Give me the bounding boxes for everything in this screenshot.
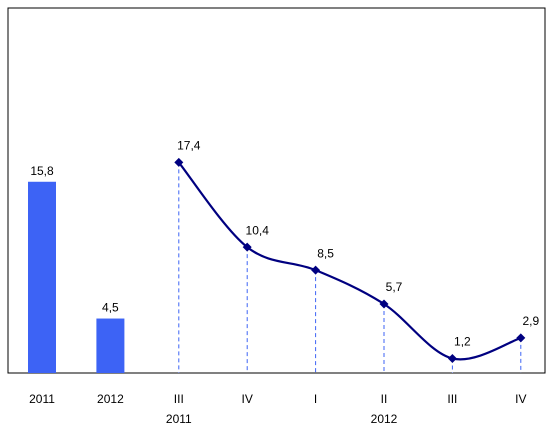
x-tick-label: III [447, 392, 457, 406]
data-label: 17,4 [177, 139, 201, 153]
x-tick-label: 2011 [29, 392, 55, 406]
bar [96, 318, 125, 373]
x-group-label: 2011 [166, 412, 192, 426]
marker [379, 299, 389, 309]
x-tick-label: IV [242, 392, 253, 406]
x-tick-label: IV [515, 392, 526, 406]
x-tick-label: III [174, 392, 184, 406]
line [177, 161, 522, 361]
marker [311, 265, 321, 275]
data-label: 8,5 [317, 246, 334, 260]
data-label: 15,8 [30, 164, 54, 178]
x-group-label: 2012 [371, 412, 398, 426]
marker [242, 242, 252, 252]
marker [447, 353, 457, 363]
bar [28, 181, 56, 373]
x-tick-label: I [314, 392, 317, 406]
marker [174, 157, 184, 167]
data-label: 1,2 [454, 335, 471, 349]
x-tick-label: 2012 [97, 392, 124, 406]
data-label: 2,9 [522, 314, 539, 328]
x-tick-label: II [381, 392, 388, 406]
data-label: 10,4 [246, 223, 270, 237]
plot-frame [7, 7, 546, 374]
data-label: 4,5 [102, 301, 119, 315]
marker [516, 333, 526, 343]
data-label: 5,7 [386, 280, 403, 294]
